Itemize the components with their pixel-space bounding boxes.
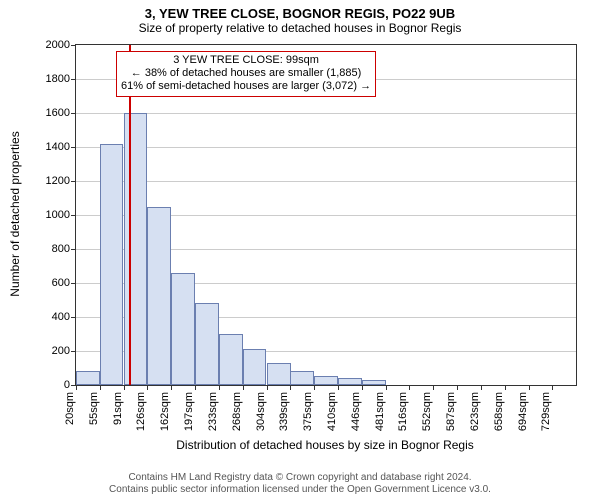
x-tick-mark: [386, 385, 387, 390]
footer-attribution: Contains HM Land Registry data © Crown c…: [0, 472, 600, 496]
x-tick-label: 658sqm: [491, 392, 505, 431]
x-tick-label: 55sqm: [86, 392, 100, 425]
x-tick-label: 552sqm: [419, 392, 433, 431]
x-tick-label: 304sqm: [253, 392, 267, 431]
histogram-bar: [171, 273, 195, 385]
histogram-bar: [195, 303, 219, 385]
y-tick-label: 1000: [46, 209, 76, 221]
y-tick-label: 800: [52, 243, 76, 255]
x-tick-label: 197sqm: [181, 392, 195, 431]
x-tick-label: 587sqm: [443, 392, 457, 431]
x-tick-mark: [76, 385, 77, 390]
histogram-bar: [147, 207, 171, 386]
histogram-bar: [124, 113, 148, 385]
x-tick-mark: [433, 385, 434, 390]
histogram-bar: [290, 371, 314, 385]
x-tick-label: 126sqm: [133, 392, 147, 431]
histogram-bar: [76, 371, 100, 385]
x-tick-mark: [314, 385, 315, 390]
x-tick-label: 91sqm: [110, 392, 124, 425]
x-tick-mark: [219, 385, 220, 390]
chart-container: 3, YEW TREE CLOSE, BOGNOR REGIS, PO22 9U…: [0, 0, 600, 500]
annotation-box: 3 YEW TREE CLOSE: 99sqm← 38% of detached…: [116, 51, 376, 97]
x-tick-mark: [124, 385, 125, 390]
x-tick-label: 729sqm: [538, 392, 552, 431]
x-tick-label: 623sqm: [467, 392, 481, 431]
x-tick-mark: [409, 385, 410, 390]
chart-title: 3, YEW TREE CLOSE, BOGNOR REGIS, PO22 9U…: [0, 0, 600, 21]
x-tick-label: 516sqm: [395, 392, 409, 431]
x-axis-label: Distribution of detached houses by size …: [176, 438, 474, 452]
x-tick-mark: [338, 385, 339, 390]
plot-area: 020040060080010001200140016001800200020s…: [75, 44, 577, 386]
x-tick-label: 233sqm: [205, 392, 219, 431]
histogram-bar: [338, 378, 362, 385]
annotation-line-3: 61% of semi-detached houses are larger (…: [121, 80, 371, 93]
x-tick-label: 375sqm: [300, 392, 314, 431]
x-tick-mark: [171, 385, 172, 390]
x-tick-mark: [267, 385, 268, 390]
x-tick-label: 20sqm: [62, 392, 76, 425]
grid-line: [76, 147, 576, 148]
x-tick-label: 339sqm: [276, 392, 290, 431]
grid-line: [76, 113, 576, 114]
footer-line-2: Contains public sector information licen…: [0, 484, 600, 496]
y-tick-label: 600: [52, 277, 76, 289]
x-tick-mark: [362, 385, 363, 390]
y-tick-label: 400: [52, 311, 76, 323]
histogram-bar: [362, 380, 386, 385]
histogram-bar: [267, 363, 291, 385]
histogram-bar: [219, 334, 243, 385]
x-tick-mark: [457, 385, 458, 390]
histogram-bar: [243, 349, 267, 385]
annotation-line-1: 3 YEW TREE CLOSE: 99sqm: [121, 54, 371, 67]
x-tick-mark: [290, 385, 291, 390]
y-axis-label: Number of detached properties: [8, 131, 22, 296]
x-tick-label: 694sqm: [515, 392, 529, 431]
y-tick-label: 1200: [46, 175, 76, 187]
x-tick-mark: [100, 385, 101, 390]
y-tick-label: 0: [64, 379, 76, 391]
x-tick-label: 481sqm: [372, 392, 386, 431]
grid-line: [76, 181, 576, 182]
y-tick-label: 1400: [46, 141, 76, 153]
y-tick-label: 200: [52, 345, 76, 357]
x-tick-mark: [505, 385, 506, 390]
y-tick-label: 1800: [46, 73, 76, 85]
annotation-line-2: ← 38% of detached houses are smaller (1,…: [121, 67, 371, 80]
histogram-bar: [100, 144, 124, 385]
x-tick-label: 268sqm: [229, 392, 243, 431]
x-tick-label: 410sqm: [324, 392, 338, 431]
x-tick-mark: [529, 385, 530, 390]
x-tick-mark: [552, 385, 553, 390]
y-tick-label: 2000: [46, 39, 76, 51]
x-tick-mark: [195, 385, 196, 390]
chart-subtitle: Size of property relative to detached ho…: [0, 21, 600, 37]
x-tick-mark: [147, 385, 148, 390]
x-tick-mark: [481, 385, 482, 390]
x-tick-mark: [243, 385, 244, 390]
histogram-bar: [314, 376, 338, 385]
y-tick-label: 1600: [46, 107, 76, 119]
x-tick-label: 162sqm: [157, 392, 171, 431]
x-tick-label: 446sqm: [348, 392, 362, 431]
footer-line-1: Contains HM Land Registry data © Crown c…: [0, 472, 600, 484]
